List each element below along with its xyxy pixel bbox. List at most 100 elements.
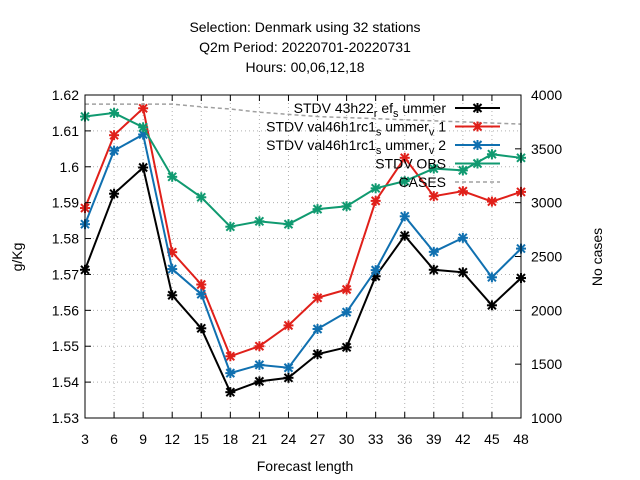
series-0 xyxy=(80,162,526,398)
data-point xyxy=(341,284,352,295)
series-3 xyxy=(80,107,526,232)
data-point xyxy=(399,176,410,187)
data-point xyxy=(196,279,207,290)
y2-tick-label: 1500 xyxy=(531,356,562,372)
data-point xyxy=(428,246,439,257)
data-point xyxy=(138,122,149,133)
data-point xyxy=(312,323,323,334)
chart-title: Selection: Denmark using 32 stations Q2m… xyxy=(189,19,420,75)
data-point xyxy=(486,149,497,160)
data-point xyxy=(370,265,381,276)
ticks xyxy=(84,94,522,419)
data-point xyxy=(312,292,323,303)
y-tick-label: 1.61 xyxy=(52,123,79,139)
x-tick-label: 24 xyxy=(281,431,297,447)
data-point xyxy=(283,219,294,230)
y2-axis-title: No cases xyxy=(589,228,605,286)
x-tick-label: 30 xyxy=(339,431,355,447)
x-tick-label: 21 xyxy=(252,431,268,447)
legend-sample-marker xyxy=(472,121,483,132)
data-point xyxy=(254,376,265,387)
series-4 xyxy=(85,103,522,125)
data-point xyxy=(109,188,120,199)
data-point xyxy=(341,342,352,353)
data-point xyxy=(486,300,497,311)
y-axis-title: g/Kg xyxy=(9,243,25,272)
data-point xyxy=(341,307,352,318)
x-tick-label: 39 xyxy=(426,431,442,447)
data-point xyxy=(225,368,236,379)
legend-label: STDV val46h1rc1s ummerv 2 xyxy=(266,137,446,157)
x-tick-label: 12 xyxy=(164,431,180,447)
y-tick-label: 1.58 xyxy=(52,231,79,247)
series-line xyxy=(84,165,522,394)
data-point xyxy=(109,145,120,156)
y2-tick-label: 4000 xyxy=(531,87,562,103)
data-point xyxy=(225,387,236,398)
data-point xyxy=(196,323,207,334)
y-tick-label: 1.55 xyxy=(52,338,79,354)
data-point xyxy=(370,183,381,194)
data-point xyxy=(457,232,468,243)
data-point xyxy=(457,165,468,176)
legend-entry: STDV val46h1rc1s ummerv 2 xyxy=(266,137,500,157)
x-tick-label: 6 xyxy=(110,431,118,447)
x-tick-label: 45 xyxy=(484,431,500,447)
y2-tick-label: 1000 xyxy=(531,410,562,426)
x-tick-label: 42 xyxy=(455,431,471,447)
legend-sample-marker xyxy=(472,158,483,169)
legend-sample-marker xyxy=(472,103,483,113)
data-point xyxy=(399,152,410,163)
x-tick-label: 3 xyxy=(81,431,89,447)
x-tick-label: 18 xyxy=(223,431,239,447)
y-tick-label: 1.59 xyxy=(52,195,79,211)
legend-entry: CASES xyxy=(399,174,500,190)
series-line xyxy=(85,103,522,125)
y-tick-label: 1.56 xyxy=(52,302,79,318)
data-point xyxy=(254,216,265,227)
x-tick-label: 48 xyxy=(513,431,529,447)
x-tick-label: 15 xyxy=(193,431,209,447)
title-line-2: Q2m Period: 20220701-20220731 xyxy=(199,39,411,55)
data-point xyxy=(457,267,468,278)
data-point xyxy=(399,230,410,241)
legend-label: CASES xyxy=(399,174,446,190)
data-point xyxy=(428,191,439,202)
data-point xyxy=(399,211,410,222)
x-tick-label: 33 xyxy=(368,431,384,447)
x-tick-label: 27 xyxy=(310,431,326,447)
data-point xyxy=(283,362,294,373)
data-point xyxy=(167,264,178,275)
data-point xyxy=(254,341,265,352)
y-tick-label: 1.62 xyxy=(52,87,79,103)
data-point xyxy=(486,272,497,283)
y-tick-label: 1.6 xyxy=(60,159,80,175)
data-point xyxy=(457,186,468,197)
data-point xyxy=(341,201,352,212)
data-point xyxy=(312,349,323,360)
title-line-3: Hours: 00,06,12,18 xyxy=(245,59,364,75)
legend-label: STDV val46h1rc1s ummerv 1 xyxy=(266,119,446,139)
legend-entry: STDV val46h1rc1s ummerv 1 xyxy=(266,119,500,139)
tick-labels: 3 6 9 12 15 18 21 24 27 30 33 36 39 42 45 481.531.541.5… xyxy=(52,87,563,447)
series-line xyxy=(84,106,522,358)
data-point xyxy=(283,372,294,383)
data-point xyxy=(196,289,207,300)
y2-tick-label: 3000 xyxy=(531,195,562,211)
data-point xyxy=(196,192,207,203)
series-layer xyxy=(80,103,526,398)
legend-entry: STDV 43h22r efs ummer xyxy=(294,100,500,120)
data-point xyxy=(167,290,178,301)
y2-tick-label: 2000 xyxy=(531,302,562,318)
x-tick-label: 36 xyxy=(397,431,413,447)
y-tick-label: 1.57 xyxy=(52,266,79,282)
title-line-1: Selection: Denmark using 32 stations xyxy=(189,19,420,35)
data-point xyxy=(225,221,236,232)
data-point xyxy=(167,171,178,182)
data-point xyxy=(225,351,236,362)
series-line xyxy=(84,132,522,375)
data-point xyxy=(283,320,294,331)
y2-tick-label: 3500 xyxy=(531,141,562,157)
